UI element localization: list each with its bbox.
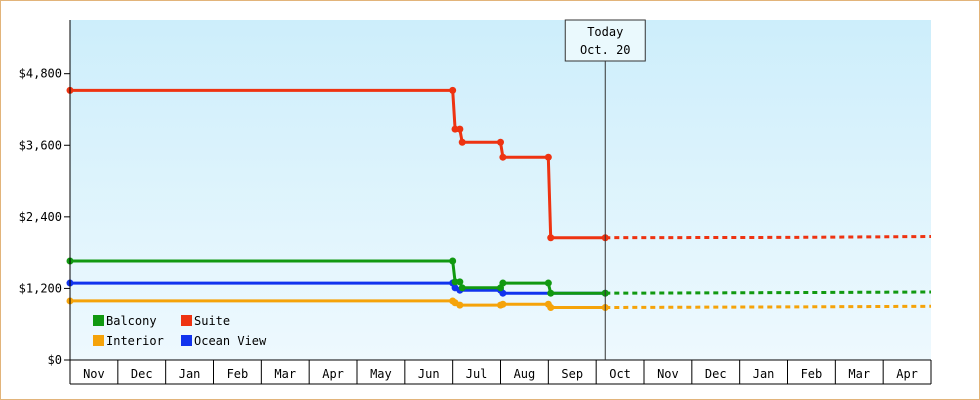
x-tick-label: May xyxy=(370,367,392,381)
x-tick-label: Nov xyxy=(657,367,679,381)
series-interior-point xyxy=(547,304,555,312)
legend-label-interior: Interior xyxy=(106,334,164,348)
today-label: Today xyxy=(587,25,623,39)
axes-layer: $0 $1,200 $2,400 $3,600 $4,800 Nov Dec Jan Feb Ma… xyxy=(19,20,932,385)
series-balcony-point xyxy=(451,278,459,286)
legend-label-suite: Suite xyxy=(194,314,230,328)
today-marker: Today Oct. 20 xyxy=(564,19,646,360)
y-tick-label: $3,600 xyxy=(19,138,62,152)
legend-label-ocean-view: Ocean View xyxy=(194,334,267,348)
series-interior-point xyxy=(456,301,464,309)
series-suite-point xyxy=(456,125,464,133)
x-tick-label: Apr xyxy=(322,367,344,381)
series-interior-point xyxy=(499,300,507,308)
series-balcony-point xyxy=(547,289,555,297)
x-tick-label: Sep xyxy=(561,367,583,381)
legend: Balcony Suite Interior Ocean View xyxy=(93,314,267,348)
series-balcony-point xyxy=(458,284,466,292)
legend-swatch-interior xyxy=(93,335,104,346)
series-ocean-view-point xyxy=(499,289,507,297)
y-tick-label: $0 xyxy=(48,353,62,367)
x-tick-label: Apr xyxy=(896,367,918,381)
series-balcony-line xyxy=(70,259,606,295)
series-suite-projection xyxy=(605,235,932,240)
legend-swatch-suite xyxy=(181,315,192,326)
series-balcony-projection xyxy=(605,290,932,295)
y-tick-label: $4,800 xyxy=(19,67,62,81)
x-tick-label: Feb xyxy=(227,367,249,381)
x-tick-label: Jan xyxy=(179,367,201,381)
x-tick-label: Mar xyxy=(848,367,870,381)
series-suite-line xyxy=(70,88,606,240)
today-label-box xyxy=(564,19,646,62)
series-suite-point xyxy=(547,234,555,242)
series-suite-point xyxy=(458,138,466,146)
series-balcony-point xyxy=(456,278,464,286)
series-suite-point xyxy=(451,125,459,133)
series-balcony-point xyxy=(449,257,457,265)
x-tick-label: Jul xyxy=(466,367,488,381)
plot-background xyxy=(70,20,931,360)
y-tick-label: $1,200 xyxy=(19,281,62,295)
x-tick-label: Jan xyxy=(753,367,775,381)
x-tick-label: Feb xyxy=(801,367,823,381)
series-suite-point xyxy=(497,138,504,146)
series-balcony-point xyxy=(499,279,507,287)
x-tick-label: Jun xyxy=(418,367,440,381)
legend-swatch-balcony xyxy=(93,315,104,326)
series-interior-projection xyxy=(605,304,932,309)
x-tick-label: Nov xyxy=(83,367,105,381)
x-tick-label: Dec xyxy=(131,367,153,381)
series-suite-point xyxy=(544,153,552,161)
legend-label-balcony: Balcony xyxy=(106,314,157,328)
today-date: Oct. 20 xyxy=(580,43,631,57)
y-tick-label: $2,400 xyxy=(19,210,62,224)
series-suite-point xyxy=(499,153,507,161)
x-tick-label: Mar xyxy=(274,367,296,381)
x-tick-label: Dec xyxy=(705,367,727,381)
series-layer xyxy=(66,86,932,312)
series-suite-point xyxy=(449,86,457,94)
x-tick-label: Aug xyxy=(514,367,536,381)
legend-swatch-ocean-view xyxy=(181,335,192,346)
series-balcony-point xyxy=(544,279,552,287)
x-tick-label: Oct xyxy=(609,367,631,381)
